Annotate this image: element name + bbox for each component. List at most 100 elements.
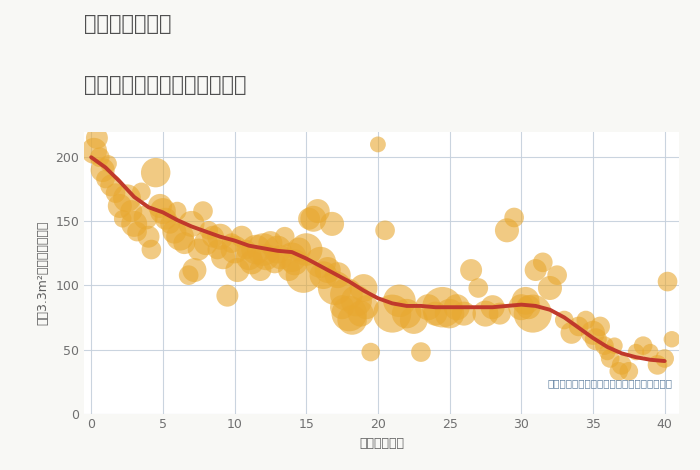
Point: [255, 266, 266, 274]
Point: [106, 182, 117, 189]
Point: [117, 215, 128, 222]
Point: [300, 246, 312, 253]
Point: [129, 220, 140, 227]
Point: [559, 316, 570, 324]
Point: [329, 284, 340, 292]
Point: [293, 246, 304, 253]
Point: [351, 297, 362, 305]
Point: [631, 348, 642, 356]
Point: [623, 368, 634, 375]
Point: [97, 166, 108, 174]
Point: [229, 246, 240, 253]
Point: [91, 134, 102, 142]
Point: [520, 297, 531, 305]
Point: [236, 233, 247, 241]
Point: [164, 220, 176, 227]
Point: [114, 202, 125, 210]
Point: [146, 246, 157, 253]
Point: [265, 239, 276, 247]
Point: [598, 342, 610, 349]
Point: [423, 304, 434, 311]
Point: [189, 266, 200, 274]
Point: [379, 227, 391, 234]
Point: [140, 214, 151, 221]
Point: [289, 258, 300, 266]
Point: [218, 253, 229, 261]
Point: [458, 310, 470, 317]
Point: [437, 304, 448, 311]
Point: [516, 304, 527, 311]
Point: [666, 336, 678, 343]
Point: [415, 348, 426, 356]
Text: 神奈川県鴨居駅: 神奈川県鴨居駅: [84, 14, 172, 34]
Point: [178, 239, 190, 247]
Point: [638, 342, 649, 349]
Point: [530, 266, 541, 274]
Point: [527, 310, 538, 317]
Point: [616, 361, 627, 368]
Point: [211, 246, 223, 253]
Point: [508, 214, 519, 221]
Point: [523, 304, 534, 311]
Point: [269, 258, 280, 266]
Point: [275, 253, 286, 261]
Point: [126, 207, 137, 215]
Point: [110, 189, 121, 197]
Point: [355, 310, 366, 317]
Point: [552, 271, 563, 279]
Point: [304, 215, 315, 222]
Point: [100, 175, 111, 183]
Point: [365, 348, 377, 356]
Point: [322, 266, 333, 274]
Point: [401, 310, 412, 317]
Point: [88, 147, 99, 155]
Point: [94, 154, 106, 161]
Point: [487, 304, 498, 311]
Y-axis label: 坪（3.3m²）単価（万円）: 坪（3.3m²）単価（万円）: [36, 220, 50, 325]
Point: [158, 207, 169, 215]
Point: [197, 207, 209, 215]
Point: [132, 228, 143, 235]
Point: [605, 355, 616, 362]
Point: [444, 310, 455, 317]
Point: [602, 348, 613, 356]
Point: [645, 348, 656, 356]
Point: [298, 271, 309, 279]
Point: [609, 342, 620, 349]
Point: [246, 258, 258, 266]
Point: [473, 284, 484, 292]
Point: [244, 253, 255, 261]
Point: [251, 246, 262, 253]
Point: [346, 316, 358, 324]
Point: [580, 316, 592, 324]
Point: [172, 207, 183, 215]
Point: [358, 284, 369, 292]
Point: [494, 310, 505, 317]
Text: 円の大きさは、取引のあった物件面積を示す: 円の大きさは、取引のあった物件面積を示す: [547, 379, 672, 389]
Point: [430, 310, 441, 317]
Point: [386, 310, 398, 317]
Point: [332, 271, 344, 279]
Point: [662, 278, 673, 285]
Point: [360, 304, 372, 311]
Point: [566, 329, 577, 337]
Point: [240, 246, 251, 253]
Point: [613, 368, 624, 375]
Point: [260, 253, 272, 261]
Point: [215, 233, 226, 241]
Point: [232, 266, 243, 274]
Point: [480, 310, 491, 317]
Point: [659, 355, 671, 362]
Point: [272, 246, 284, 253]
Point: [160, 215, 172, 222]
Point: [452, 304, 463, 311]
Point: [193, 246, 204, 253]
Point: [155, 202, 166, 210]
Point: [150, 169, 161, 176]
Point: [186, 220, 197, 227]
Point: [284, 266, 295, 274]
Point: [121, 195, 132, 202]
Point: [286, 253, 297, 261]
Point: [136, 188, 147, 196]
Point: [315, 258, 326, 266]
